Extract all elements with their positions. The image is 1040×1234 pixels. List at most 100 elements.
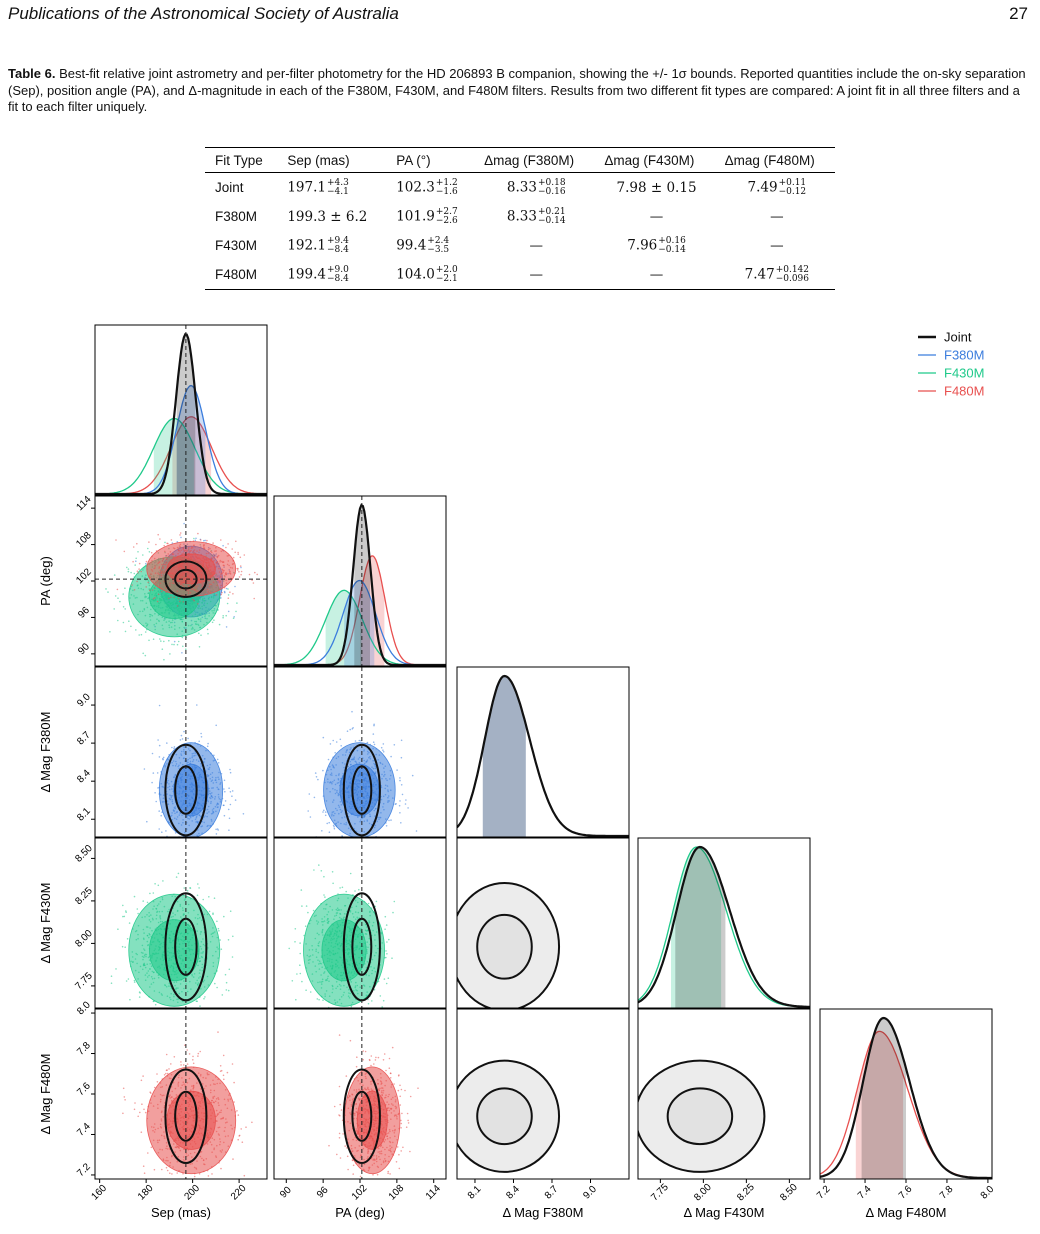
y-tick-label: 8.4 xyxy=(75,767,93,785)
x-axis-label: PA (deg) xyxy=(335,1205,385,1220)
sigma-band xyxy=(675,847,726,1008)
legend: Joint F380M F430M F480M xyxy=(918,330,984,399)
table-row: Joint 197.1 +4.3 −4.1 102.3 +1.2 −1.6 8.33 +0.18… xyxy=(205,173,835,203)
corner-panel xyxy=(637,837,811,1009)
caption-label: Table 6. xyxy=(8,66,56,81)
y-tick-label: 96 xyxy=(76,605,92,621)
table-cell: — xyxy=(649,208,664,225)
table-cell: 104.0 +2.0 −2.1 xyxy=(386,260,475,290)
y-axis-label: Δ Mag F380M xyxy=(38,712,53,793)
corner-panel: 8.1 8.4 8.7 9.0 Δ Mag F380M xyxy=(38,666,268,838)
table-cell: — xyxy=(770,208,784,225)
table-cell: 7.47 +0.142 −0.096 xyxy=(714,260,835,290)
x-tick-label: 96 xyxy=(315,1185,331,1201)
joint-contour xyxy=(351,1090,373,1142)
y-tick-label: 7.8 xyxy=(75,1040,93,1058)
sigma-band xyxy=(344,580,375,666)
journal-title: Publications of the Astronomical Society… xyxy=(8,4,399,23)
x-tick-label: 7.75 xyxy=(649,1182,671,1204)
sigma-band xyxy=(172,416,212,495)
joint-contour xyxy=(174,1090,198,1142)
panel-frame xyxy=(637,837,811,1009)
x-tick-label: 7.4 xyxy=(856,1184,874,1202)
y-axis-label: Δ Mag F480M xyxy=(38,1054,53,1135)
joint-contour xyxy=(476,913,533,980)
table-cell: 8.33 +0.18 −0.16 xyxy=(506,177,566,197)
table-cell: 101.9 +2.7 −2.6 xyxy=(396,206,458,226)
panel-frame xyxy=(273,495,447,667)
panel-frame xyxy=(273,666,447,838)
y-tick-label: 8.50 xyxy=(73,843,95,865)
kde-line xyxy=(274,503,446,666)
corner-panel: 90 96 102 108 114 PA (deg) xyxy=(273,1008,447,1220)
table-cell: 199.4 +9.0 −8.4 xyxy=(277,260,387,290)
x-tick-label: 9.0 xyxy=(581,1184,599,1202)
series-contour xyxy=(166,1090,216,1150)
x-tick-label: 8.7 xyxy=(543,1184,561,1202)
x-axis-label: Sep (mas) xyxy=(151,1205,211,1220)
x-tick-label: 8.1 xyxy=(466,1184,484,1202)
table-cell: — xyxy=(529,237,544,254)
x-tick-label: 220 xyxy=(229,1183,249,1203)
panel-frame xyxy=(456,837,630,1009)
x-axis-label: Δ Mag F380M xyxy=(503,1205,584,1220)
table-row: F430M 192.1 +9.4 −8.4 99.4 +2.4 −3.5 — 7.96 +0.16… xyxy=(205,231,835,260)
legend-label: F430M xyxy=(944,366,984,381)
y-tick-label: 102 xyxy=(74,566,94,586)
y-tick-label: 90 xyxy=(76,641,92,657)
table-header-cell: Δmag (F380M) xyxy=(474,147,595,173)
sigma-band xyxy=(176,334,196,495)
sigma-band xyxy=(671,847,722,1008)
y-tick-label: 7.6 xyxy=(75,1080,93,1098)
table-cell: 8.33 +0.21 −0.14 xyxy=(506,206,566,226)
x-tick-label: 108 xyxy=(387,1183,407,1203)
panel-frame xyxy=(456,1008,630,1180)
table-header-cell: Δmag (F480M) xyxy=(714,147,835,173)
table-header-row: Fit Type Sep (mas) PA (°) Δmag (F380M) Δmag … xyxy=(205,147,835,173)
table-header-cell: Fit Type xyxy=(205,147,278,173)
sigma-band xyxy=(855,1031,904,1179)
table-row: F480M 199.4 +9.0 −8.4 104.0 +2.0 −2.1— —7.47 +0.… xyxy=(205,260,835,290)
corner-panel xyxy=(273,495,447,667)
joint-contour xyxy=(666,1087,734,1146)
sigma-band xyxy=(482,676,526,837)
table-row-label: Joint xyxy=(215,180,244,195)
corner-panel: 160 180 200 220 Sep (mas) 7.2 7.4 7.6 7.8 8.0 Δ Ma… xyxy=(38,999,268,1220)
x-tick-label: 114 xyxy=(424,1183,443,1202)
sigma-band xyxy=(354,505,370,666)
table-cell: 7.49 +0.11 −0.12 xyxy=(747,177,807,197)
table-cell: 99.4 +2.4 −3.5 xyxy=(396,235,450,255)
corner-panel xyxy=(94,324,268,496)
y-axis-label: PA (deg) xyxy=(38,556,53,606)
caption-text: Best-fit relative joint astrometry and p… xyxy=(8,66,1026,114)
corner-panel: 7.75 8.00 8.25 8.50 Δ Mag F430M xyxy=(38,837,268,1009)
x-tick-label: 160 xyxy=(90,1183,110,1203)
y-tick-label: 8.25 xyxy=(73,885,95,907)
kde-line xyxy=(95,333,267,495)
x-tick-label: 200 xyxy=(182,1183,202,1203)
kde-line xyxy=(820,1016,992,1179)
table-header-cell: Δmag (F430M) xyxy=(594,147,715,173)
legend-label: F480M xyxy=(944,384,984,399)
corner-plot: 90 96 102 108 114 PA (deg) 8.1 8.4 8.7 9.0 Δ Mag F… xyxy=(38,324,997,1220)
table-cell: 102.3 +1.2 −1.6 xyxy=(396,177,458,197)
corner-panel: 7.75 8.00 8.25 8.50 Δ Mag F430M xyxy=(637,1008,811,1220)
panel-frame xyxy=(94,324,268,496)
y-tick-label: 114 xyxy=(75,494,94,513)
table-cell: 7.98 ± 0.15 xyxy=(616,179,697,196)
y-tick-label: 8.7 xyxy=(75,729,93,747)
y-tick-label: 8.1 xyxy=(75,806,93,824)
sigma-band xyxy=(482,676,526,837)
x-tick-label: 7.2 xyxy=(815,1184,833,1202)
panel-frame xyxy=(94,666,268,838)
panel-frame xyxy=(94,837,268,1009)
table-header-cell: PA (°) xyxy=(386,147,475,173)
table-row: F380M 199.3 ± 6.2 101.9 +2.7 −2.6 8.33 +0.21 −0… xyxy=(205,202,835,231)
x-tick-label: 8.4 xyxy=(504,1184,522,1202)
y-tick-label: 108 xyxy=(74,530,94,550)
sigma-band xyxy=(325,590,362,666)
panel-frame xyxy=(456,666,630,838)
x-tick-label: 8.00 xyxy=(692,1182,714,1204)
panel-frame xyxy=(637,1008,811,1180)
joint-contour xyxy=(476,1087,533,1146)
